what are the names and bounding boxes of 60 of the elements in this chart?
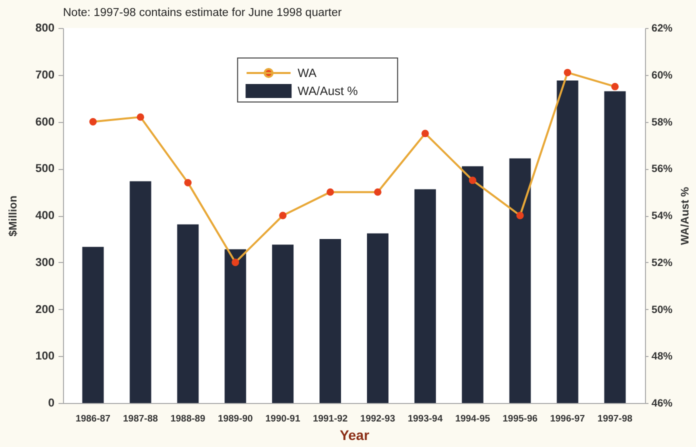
- point: [468, 176, 476, 184]
- point: [89, 118, 97, 126]
- bar: [82, 246, 104, 403]
- bar: [366, 233, 388, 403]
- bar: [130, 181, 152, 403]
- legend-label: WA: [298, 66, 316, 80]
- x-tick-label: 1992-93: [360, 414, 396, 424]
- bar: [462, 166, 484, 403]
- x-tick-label: 1987-88: [123, 414, 158, 424]
- bar: [509, 158, 531, 403]
- y-axis-title: $Million: [8, 195, 20, 236]
- point: [516, 212, 524, 220]
- y-tick-label: 300: [35, 256, 54, 269]
- y2-tick-label: 50%: [652, 304, 674, 316]
- bar: [272, 244, 294, 403]
- text: Note: 1997-98 contains estimate for June 1998 quarter: [63, 7, 342, 19]
- bar: [224, 249, 246, 403]
- point: [184, 178, 192, 186]
- y-tick-label: 100: [35, 350, 54, 363]
- x-tick-label: 1991-92: [312, 414, 348, 424]
- point: [374, 188, 382, 196]
- y2-tick-label: 54%: [652, 210, 674, 222]
- x-axis-title: Year: [340, 427, 370, 443]
- point: [564, 68, 572, 76]
- y-tick-label: 800: [35, 22, 54, 34]
- legend-label: WA/Aust %: [298, 84, 358, 98]
- y2-axis-title: WA/Aust %: [680, 186, 692, 246]
- x-tick-label: 1990-91: [265, 414, 301, 424]
- bar: [604, 91, 626, 403]
- point: [611, 82, 619, 90]
- y-tick-label: 500: [35, 163, 54, 176]
- y-tick-label: 200: [35, 304, 54, 316]
- point: [136, 113, 144, 121]
- point: [326, 188, 334, 196]
- y2-tick-label: 58%: [652, 116, 674, 128]
- x-tick-label: 1994-95: [455, 414, 491, 424]
- point: [279, 212, 287, 220]
- y2-tick-label: 52%: [652, 256, 674, 269]
- point: [421, 130, 429, 138]
- y2-tick-label: 62%: [652, 22, 674, 34]
- y-tick-label: 400: [35, 210, 54, 222]
- x-tick-label: 1988-89: [170, 414, 206, 424]
- bar: [320, 238, 342, 403]
- y-tick-label: 700: [35, 69, 54, 82]
- x-tick-label: 1993-94: [408, 414, 444, 424]
- x-tick-label: 1989-90: [218, 414, 253, 424]
- bar: [177, 224, 199, 403]
- y-tick-label: 0: [48, 398, 54, 410]
- y2-tick-label: 60%: [652, 69, 674, 82]
- x-tick-label: 1995-96: [502, 414, 538, 424]
- y-tick-label: 600: [35, 116, 54, 128]
- point: [232, 258, 240, 266]
- bar: [556, 80, 578, 403]
- x-tick-label: 1997-98: [598, 414, 632, 424]
- x-tick-label: 1996-97: [550, 414, 585, 424]
- bar: [414, 189, 436, 403]
- x-tick-label: 1986-87: [76, 414, 110, 424]
- y2-tick-label: 46%: [652, 398, 674, 410]
- y2-tick-label: 48%: [652, 350, 674, 363]
- y2-tick-label: 56%: [652, 163, 674, 176]
